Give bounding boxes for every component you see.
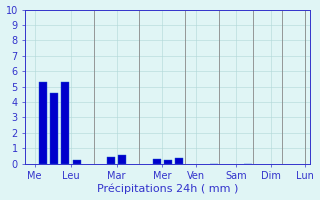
Bar [50, 93, 58, 164]
Bar [107, 157, 115, 164]
Bar [153, 159, 161, 164]
Bar [164, 160, 172, 164]
Bar [175, 158, 183, 164]
Bar [61, 82, 69, 164]
X-axis label: Précipitations 24h ( mm ): Précipitations 24h ( mm ) [97, 184, 239, 194]
Bar [38, 82, 46, 164]
Bar [118, 155, 126, 164]
Bar [73, 160, 81, 164]
